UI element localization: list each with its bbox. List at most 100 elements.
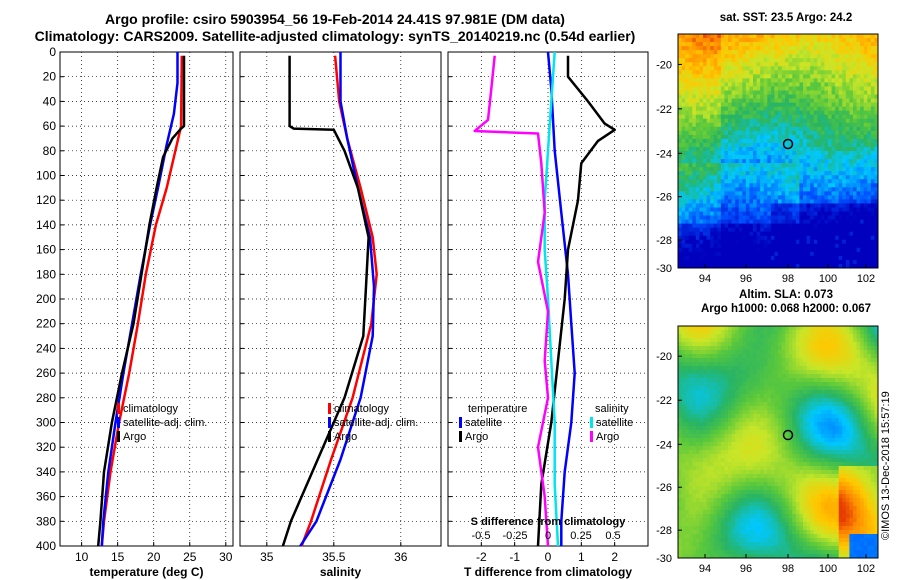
sst-map-cell bbox=[813, 54, 818, 59]
sst-map-cell bbox=[706, 215, 711, 220]
sst-map-cell bbox=[853, 126, 857, 132]
sst-map-cell bbox=[778, 42, 782, 47]
sla-map-cell bbox=[735, 342, 740, 347]
sla-map-cell bbox=[731, 346, 736, 351]
sla-map-cell bbox=[692, 366, 697, 371]
sst-map-cell bbox=[863, 74, 868, 79]
sla-map-cell bbox=[695, 394, 700, 399]
sst-map-cell bbox=[831, 114, 836, 120]
sst-map-cell bbox=[756, 114, 761, 120]
sst-map-cell bbox=[799, 255, 804, 261]
sst-map-cell bbox=[806, 211, 811, 216]
sla-map-cell bbox=[792, 414, 797, 419]
sst-map-cell bbox=[799, 251, 804, 257]
sst-map-cell bbox=[795, 223, 800, 229]
sst-map-cell bbox=[703, 114, 707, 120]
salinity-legend-label: satellite-adj. clim. bbox=[334, 417, 418, 429]
sst-map-cell bbox=[810, 171, 815, 176]
sla-map-cell bbox=[831, 354, 836, 359]
sst-map-cell bbox=[870, 243, 875, 249]
sst-map-cell bbox=[817, 187, 822, 192]
sst-map-cell bbox=[792, 227, 797, 233]
sst-map-cell bbox=[695, 255, 700, 261]
sst-map-cell bbox=[724, 86, 729, 91]
sst-map-cell bbox=[860, 122, 865, 128]
sla-map-cell bbox=[685, 394, 690, 399]
sst-map-cell bbox=[838, 167, 843, 172]
sst-map-cell bbox=[799, 62, 804, 67]
sst-map-cell bbox=[763, 118, 768, 124]
sst-map-cell bbox=[688, 58, 693, 63]
sst-map-cell bbox=[867, 191, 872, 196]
sst-map-cell bbox=[785, 175, 790, 180]
sla-map-cell bbox=[778, 350, 782, 355]
sst-map-cell bbox=[817, 138, 822, 144]
sst-map-cell bbox=[845, 243, 850, 249]
sst-map-cell bbox=[713, 82, 718, 87]
sla-map-cell bbox=[795, 374, 800, 379]
sst-map-cell bbox=[820, 251, 825, 257]
sla-map-cell bbox=[849, 342, 854, 347]
sst-map-cell bbox=[749, 167, 754, 172]
sla-map-cell bbox=[810, 374, 815, 379]
sst-map-cell bbox=[692, 187, 697, 192]
sst-map-cell bbox=[831, 159, 836, 164]
sla-map-cell bbox=[710, 346, 715, 351]
sst-map-cell bbox=[753, 118, 757, 124]
sst-map-cell bbox=[760, 235, 765, 241]
sst-map-cell bbox=[795, 167, 800, 172]
sla-map-cell bbox=[695, 378, 700, 383]
sst-map-cell bbox=[874, 175, 879, 180]
sst-map-cell bbox=[756, 134, 761, 140]
sst-map-cell bbox=[870, 159, 875, 164]
sla-map-cell bbox=[824, 370, 829, 375]
sst-map-cell bbox=[820, 102, 825, 108]
sst-map-cell bbox=[853, 50, 857, 55]
sla-map-cell bbox=[745, 426, 750, 431]
sst-map-cell bbox=[849, 227, 854, 233]
sst-map-cell bbox=[813, 38, 818, 43]
sst-map-cell bbox=[870, 122, 875, 128]
sst-map-cell bbox=[785, 42, 790, 47]
sla-map-cell bbox=[728, 346, 732, 351]
sst-map-cell bbox=[845, 207, 850, 212]
sst-map-cell bbox=[703, 62, 707, 67]
sla-map-cell bbox=[828, 354, 832, 359]
sst-map-cell bbox=[867, 34, 872, 39]
sst-map-cell bbox=[781, 239, 786, 245]
sst-map-cell bbox=[778, 255, 782, 261]
sst-map-cell bbox=[749, 38, 754, 43]
sst-map-cell bbox=[710, 74, 715, 79]
sla-map-cell bbox=[770, 414, 775, 419]
sst-map-cell bbox=[799, 134, 804, 140]
sst-map-cell bbox=[788, 175, 793, 180]
sst-map-cell bbox=[781, 38, 786, 43]
sst-map-cell bbox=[717, 54, 722, 59]
sst-map-cell bbox=[681, 191, 686, 196]
sst-map-cell bbox=[695, 106, 700, 112]
sst-map-cell bbox=[738, 82, 743, 87]
sla-map-cell bbox=[856, 410, 861, 415]
sla-map-cell bbox=[860, 350, 865, 355]
sst-map-cell bbox=[731, 34, 736, 39]
sst-map-cell bbox=[770, 118, 775, 124]
sst-map-cell bbox=[678, 86, 682, 91]
sst-map-cell bbox=[806, 54, 811, 59]
sst-map-cell bbox=[870, 126, 875, 132]
sst-map-cell bbox=[756, 66, 761, 71]
sst-map-cell bbox=[817, 179, 822, 184]
sst-map-cell bbox=[763, 114, 768, 120]
sla-map-cell bbox=[792, 346, 797, 351]
sst-map-cell bbox=[828, 187, 832, 192]
sla-map-cell bbox=[820, 362, 825, 367]
sst-map-cell bbox=[720, 211, 725, 216]
sst-map-cell bbox=[828, 82, 832, 87]
sst-map-cell bbox=[778, 187, 782, 192]
sst-map-cell bbox=[853, 175, 857, 180]
sst-map-cell bbox=[760, 247, 765, 253]
sst-map-cell bbox=[681, 94, 686, 99]
sst-map-cell bbox=[763, 243, 768, 249]
sst-map-cell bbox=[853, 114, 857, 120]
sla-map-cell bbox=[695, 410, 700, 415]
sla-map-cell bbox=[724, 394, 729, 399]
